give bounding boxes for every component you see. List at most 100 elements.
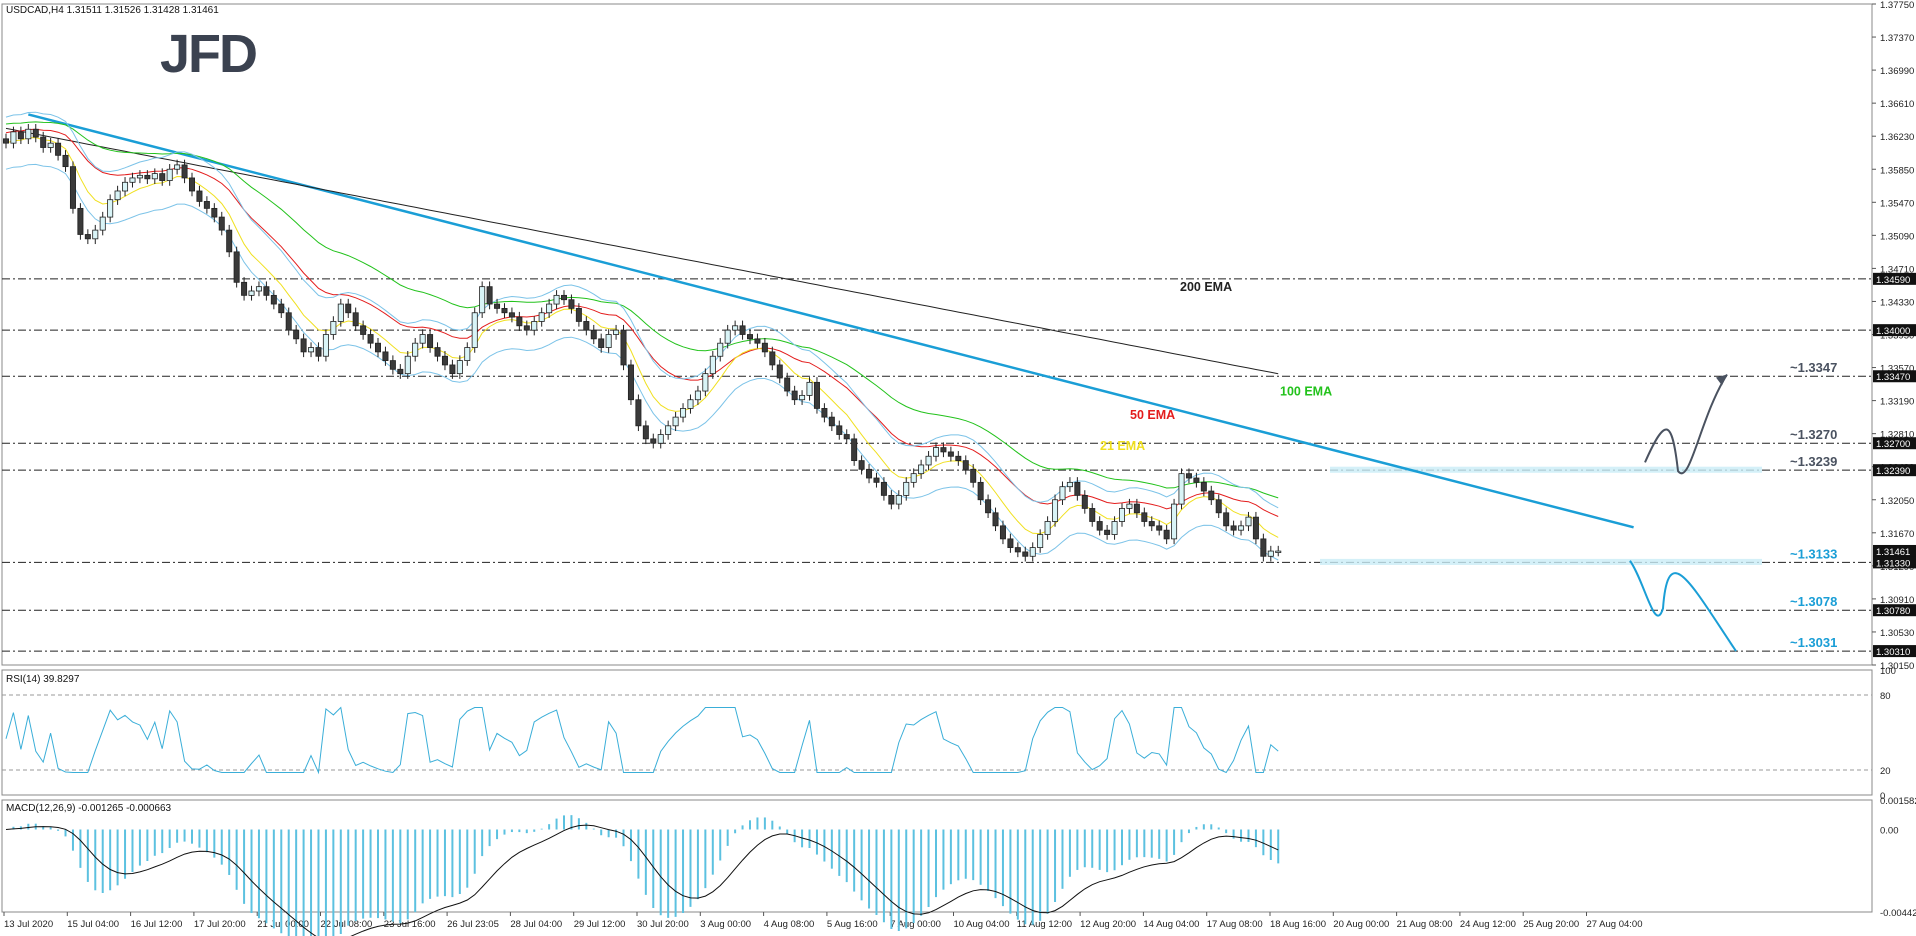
candle-body (1260, 538, 1267, 557)
ema-label: 200 EMA (1180, 280, 1232, 294)
candle-body (427, 334, 434, 348)
candle-body (761, 342, 768, 353)
y-tick-label: 1.34710 (1880, 264, 1914, 275)
zone-band (1320, 558, 1762, 565)
candle-body (360, 325, 367, 335)
level-price-label: 1.32700 (1876, 439, 1910, 450)
bearish-projection-arrow (1629, 560, 1737, 652)
y-tick-label: 1.34330 (1880, 297, 1914, 308)
candle-body (724, 329, 731, 344)
level-price-label: 1.34000 (1876, 326, 1910, 337)
candle-body (1141, 512, 1148, 522)
candle-body (412, 342, 419, 357)
y-tick-label: 1.33570 (1880, 364, 1914, 375)
candle-body (888, 495, 895, 505)
candle-body (99, 216, 106, 231)
level-annotation: ~1.3078 (1790, 594, 1837, 609)
y-tick-label: 1.36230 (1880, 132, 1914, 143)
candle-body (1089, 508, 1096, 522)
candle-body (999, 525, 1006, 540)
candle-body (1044, 521, 1051, 535)
candle-body (419, 334, 426, 344)
candle-body (389, 360, 396, 370)
candle-body (1104, 529, 1111, 535)
x-tick-label: 11 Aug 12:00 (1017, 919, 1072, 930)
level-price-tag (1873, 464, 1916, 477)
rsi-line (5, 706, 1279, 775)
candle-body (1029, 547, 1036, 557)
candle-body (367, 334, 374, 344)
candle-body (1007, 538, 1014, 548)
candle-body (858, 460, 865, 470)
candle-body (672, 416, 679, 427)
x-tick-label: 21 Jul 00:00 (257, 919, 309, 930)
current-price-label: 1.31461 (1876, 547, 1910, 558)
candle-body (694, 390, 701, 401)
rsi-tick-label: 0 (1880, 791, 1885, 802)
candle-body (1171, 503, 1178, 540)
arrow-head (1726, 640, 1736, 652)
candle-body (940, 447, 947, 453)
candle-body (17, 131, 24, 140)
candle-body (322, 334, 329, 357)
candle-body (575, 308, 582, 322)
level-price-label: 1.30310 (1876, 647, 1910, 658)
candle-body (717, 342, 724, 357)
panel-border (1, 799, 1873, 913)
candle-body (181, 164, 188, 179)
candle-body (508, 312, 515, 318)
arrow-head (1716, 374, 1727, 386)
downtrend-line (28, 113, 1634, 529)
candle-body (494, 303, 501, 309)
candle-body (970, 468, 977, 483)
x-tick-label: 29 Jul 12:00 (574, 919, 626, 930)
candle-body (747, 334, 754, 340)
level-annotation: ~1.3347 (1790, 360, 1837, 375)
candle-body (203, 201, 210, 209)
candle-body (122, 181, 129, 192)
candle-body (613, 329, 620, 335)
candle-body (925, 455, 932, 466)
x-tick-label: 21 Aug 08:00 (1397, 919, 1453, 930)
candle-body (1119, 508, 1126, 522)
candle-body (843, 434, 850, 440)
x-tick-label: 25 Aug 20:00 (1523, 919, 1579, 930)
candle-body (583, 321, 590, 331)
current-price-tag (1873, 544, 1916, 557)
candle-body (665, 425, 672, 435)
x-tick-label: 30 Jul 20:00 (637, 919, 689, 930)
candle-body (523, 325, 530, 331)
candle-body (918, 464, 925, 475)
candle-body (546, 303, 553, 314)
candle-body (1178, 473, 1185, 505)
level-price-tag (1873, 645, 1916, 658)
macd-info: MACD(12,26,9) -0.001265 -0.000663 (6, 803, 172, 814)
x-tick-label: 12 Aug 20:00 (1080, 919, 1136, 930)
y-tick-label: 1.30150 (1880, 661, 1914, 672)
y-tick-label: 1.35470 (1880, 198, 1914, 209)
level-annotation: ~1.3270 (1790, 427, 1837, 442)
x-tick-label: 17 Jul 20:00 (194, 919, 246, 930)
candle-body (107, 199, 114, 218)
rsi-tick-label: 20 (1880, 766, 1891, 777)
x-tick-label: 22 Jul 08:00 (321, 919, 373, 930)
candle-body (933, 447, 940, 457)
candle-body (1223, 512, 1230, 527)
candle-body (776, 364, 783, 379)
candle-body (62, 154, 69, 168)
ema-label: 21 EMA (1100, 439, 1145, 453)
candle-body (910, 473, 917, 483)
candle-body (1111, 521, 1118, 535)
y-tick-label: 1.37370 (1880, 33, 1914, 44)
x-tick-label: 13 Jul 2020 (4, 919, 53, 930)
candle-body (151, 173, 158, 180)
candle-body (732, 325, 739, 331)
macd-tick-label: 0.001582 (1880, 796, 1916, 807)
candle-body (315, 347, 322, 357)
zone-band (1330, 466, 1762, 473)
candle-body (627, 364, 634, 401)
candle-body (561, 294, 568, 301)
y-tick-label: 1.35850 (1880, 165, 1914, 176)
candle-body (3, 138, 9, 144)
